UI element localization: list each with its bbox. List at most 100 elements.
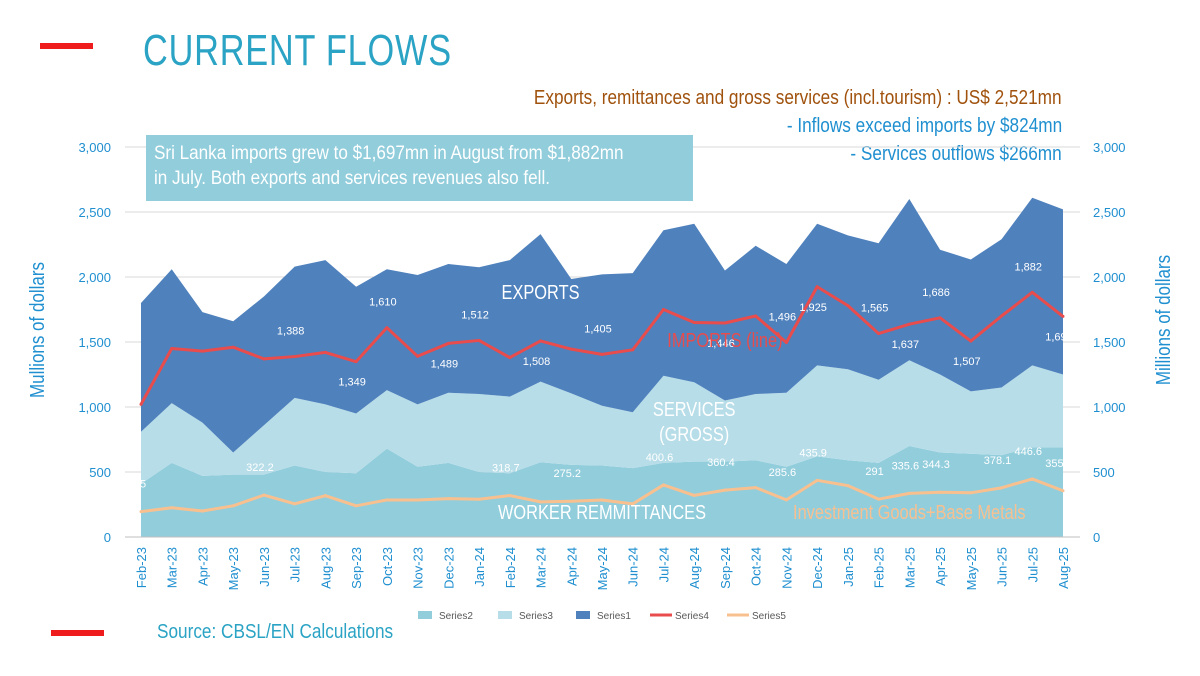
data-label-series4-27: 1,507 — [953, 356, 981, 368]
legend-label-series3: Series3 — [519, 611, 553, 622]
x-tick-dec-24: Dec-24 — [810, 547, 825, 589]
page-title: CURRENT FLOWS — [143, 26, 452, 75]
point-series5-0 — [139, 510, 143, 514]
legend-label-series5: Series5 — [752, 611, 786, 622]
x-tick-jan-24: Jan-24 — [472, 547, 487, 587]
x-tick-feb-23: Feb-23 — [134, 547, 149, 588]
data-label-series5-28: 378.1 — [984, 455, 1012, 467]
x-tick-sep-24: Sep-24 — [718, 547, 733, 589]
point-series5-15 — [600, 498, 604, 502]
point-series5-13 — [539, 500, 543, 504]
point-series4-26 — [938, 316, 942, 320]
legend-swatch-series2 — [418, 611, 432, 619]
point-series5-2 — [200, 509, 204, 513]
point-series4-5 — [293, 355, 297, 359]
point-series4-7 — [354, 360, 358, 364]
point-series4-13 — [539, 339, 543, 343]
y-tick-left-3000: 3,000 — [78, 140, 111, 155]
point-series4-18 — [692, 321, 696, 324]
point-series4-9 — [416, 354, 420, 358]
data-label-series4-24: 1,565 — [861, 303, 889, 315]
x-tick-jul-25: Jul-25 — [1025, 547, 1040, 582]
point-series5-4 — [262, 493, 266, 497]
x-tick-aug-25: Aug-25 — [1056, 547, 1071, 589]
callout-line-1: Sri Lanka imports grew to $1,697mn in Au… — [154, 143, 624, 164]
x-tick-oct-24: Oct-24 — [749, 547, 764, 586]
y-tick-right-2000: 2,000 — [1093, 270, 1126, 285]
data-label-series5-0: 195 — [128, 479, 146, 491]
point-series4-16 — [631, 348, 635, 352]
data-label-series4-19: 1,446 — [707, 338, 735, 350]
point-series4-20 — [754, 314, 758, 318]
summary-services-outflows: - Services outflows $266mn — [850, 143, 1062, 165]
data-label-series5-4: 322.2 — [246, 462, 274, 474]
y-tick-right-2500: 2,500 — [1093, 205, 1126, 220]
y-axis-title-left: Mullions of dollars — [26, 262, 49, 398]
point-series4-24 — [877, 332, 881, 336]
data-label-series5-26: 344.3 — [922, 459, 950, 471]
point-series5-6 — [323, 494, 327, 498]
point-series4-29 — [1030, 290, 1034, 294]
top-red-accent — [40, 43, 93, 49]
x-tick-jun-23: Jun-23 — [257, 547, 272, 587]
data-label-series5-25: 335.6 — [892, 460, 920, 472]
data-label-series4-7: 1,349 — [338, 377, 366, 389]
bottom-red-accent — [51, 630, 104, 636]
source-note: Source: CBSL/EN Calculations — [157, 621, 394, 643]
summary-inflows: Exports, remittances and gross services … — [534, 87, 1062, 109]
x-tick-nov-23: Nov-23 — [411, 547, 426, 589]
annotation-1: IMPORTS (line) — [667, 329, 782, 352]
point-series5-1 — [170, 506, 174, 510]
legend-item-series3: Series3 — [498, 611, 553, 622]
x-tick-apr-25: Apr-25 — [933, 547, 948, 586]
annotation-5: Investment Goods+Base Metals — [793, 500, 1026, 523]
x-tick-jul-24: Jul-24 — [656, 547, 671, 582]
x-tick-aug-24: Aug-24 — [687, 547, 702, 589]
point-series4-4 — [262, 357, 266, 361]
y-tick-right-3000: 3,000 — [1093, 140, 1126, 155]
legend-item-series4: Series4 — [650, 611, 709, 622]
x-tick-may-23: May-23 — [226, 547, 241, 590]
y-tick-right-1000: 1,000 — [1093, 400, 1126, 415]
point-series4-17 — [661, 308, 665, 311]
point-series4-19 — [723, 321, 727, 325]
data-label-series5-22: 435.9 — [799, 447, 827, 459]
point-series4-12 — [508, 356, 512, 360]
point-series5-11 — [477, 497, 481, 501]
y-tick-right-1500: 1,500 — [1093, 335, 1126, 350]
x-tick-dec-23: Dec-23 — [441, 547, 456, 589]
legend-item-series5: Series5 — [727, 611, 786, 622]
data-label-series5-21: 285.6 — [769, 467, 797, 479]
point-series4-23 — [846, 304, 850, 308]
point-series5-22 — [815, 478, 819, 482]
y-tick-left-2500: 2,500 — [78, 205, 111, 220]
legend-label-series2: Series2 — [439, 611, 473, 622]
data-label-series4-26: 1,686 — [922, 287, 950, 299]
x-tick-mar-24: Mar-24 — [534, 547, 549, 588]
data-label-series5-17: 400.6 — [646, 452, 674, 464]
legend-item-series2: Series2 — [418, 611, 473, 622]
data-label-series5-29: 446.6 — [1015, 446, 1043, 458]
x-tick-feb-25: Feb-25 — [872, 547, 887, 588]
y-tick-left-2000: 2,000 — [78, 270, 111, 285]
x-tick-apr-23: Apr-23 — [195, 547, 210, 586]
annotation-2: SERVICES — [653, 398, 736, 421]
data-label-series4-30: 1,697 — [1045, 331, 1073, 343]
x-tick-apr-24: Apr-24 — [564, 547, 579, 586]
x-tick-nov-24: Nov-24 — [779, 547, 794, 589]
legend-item-series1: Series1 — [576, 611, 631, 622]
point-series4-3 — [231, 345, 235, 349]
point-series5-28 — [1000, 486, 1004, 490]
data-label-series4-8: 1,610 — [369, 297, 397, 309]
point-series5-21 — [784, 498, 788, 502]
point-series4-15 — [600, 352, 604, 356]
callout-line-2: in July. Both exports and services reven… — [154, 168, 551, 189]
point-series4-10 — [446, 341, 450, 345]
x-tick-may-25: May-25 — [964, 547, 979, 590]
data-label-series5-12: 318.7 — [492, 463, 520, 475]
point-series4-21 — [784, 341, 788, 345]
data-label-series4-5: 1,388 — [277, 326, 305, 338]
point-series5-10 — [446, 497, 450, 501]
commentary-callout: Sri Lanka imports grew to $1,697mn in Au… — [146, 135, 693, 201]
